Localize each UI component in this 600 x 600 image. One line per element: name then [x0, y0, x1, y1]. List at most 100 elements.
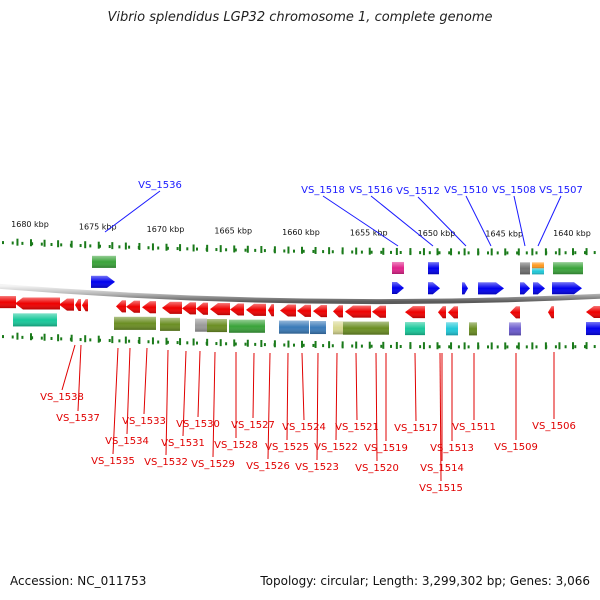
major-tick — [151, 243, 154, 251]
scale-label: 1680 kbp — [11, 220, 49, 229]
gene-shading — [428, 282, 440, 295]
major-tick — [368, 247, 371, 255]
major-tick — [355, 247, 358, 255]
minor-tick — [496, 345, 499, 349]
forward-leader-line — [417, 196, 467, 247]
minor-tick — [380, 250, 383, 254]
minor-tick — [467, 345, 470, 349]
scale-label: 1670 kbp — [147, 225, 185, 234]
reverse-gene-label: VS_1514 — [420, 463, 464, 474]
gene-shading — [59, 298, 74, 311]
minor-tick — [215, 342, 218, 346]
reverse-leader-line — [355, 352, 358, 421]
minor-tick — [506, 251, 509, 255]
minor-tick — [428, 251, 431, 255]
minor-tick — [40, 336, 43, 340]
major-tick — [273, 246, 276, 254]
reverse-gene-label: VS_1531 — [161, 438, 205, 449]
scale-labels: 1680 kbp 1675 kbp 1670 kbp 1665 kbp 1660 kbp… — [11, 220, 591, 238]
minor-tick — [196, 247, 198, 251]
forward-gene-label: VS_1536 — [138, 180, 182, 191]
gene-shading — [142, 301, 156, 314]
reverse-leader-line — [165, 349, 169, 456]
major-tick — [436, 342, 439, 350]
scale-label: 1650 kbp — [418, 229, 456, 238]
forward-gene-label: VS_1507 — [539, 185, 583, 196]
forward-gene-label: VS_1508 — [492, 185, 536, 196]
major-tick — [341, 341, 344, 349]
forward-gene-label: VS_1510 — [444, 185, 488, 196]
scale-label: 1675 kbp — [79, 223, 117, 232]
forward-leader-line — [322, 195, 399, 247]
reverse-leader-line — [252, 352, 255, 419]
major-tick — [57, 334, 60, 342]
minor-tick — [322, 250, 325, 254]
minor-tick — [564, 251, 567, 255]
reverse-leader-line — [286, 352, 289, 441]
cog-shading — [469, 322, 477, 336]
major-tick — [233, 339, 236, 347]
major-tick — [273, 340, 276, 348]
cog-shading — [520, 262, 530, 275]
minor-tick — [50, 242, 53, 246]
reverse-gene-label: VS_1525 — [265, 442, 309, 453]
scale-label: 1645 kbp — [485, 229, 523, 238]
major-tick — [43, 333, 46, 341]
gene-shading — [462, 282, 468, 295]
cog-shading — [343, 321, 389, 335]
minor-tick — [128, 339, 131, 343]
major-tick — [165, 337, 168, 345]
minor-tick — [360, 250, 363, 254]
minor-tick — [186, 247, 189, 251]
minor-tick — [535, 251, 538, 255]
reverse-leader-line — [335, 352, 338, 441]
major-tick — [124, 242, 127, 250]
reverse-gene-label: VS_1519 — [364, 443, 408, 454]
minor-tick — [225, 248, 228, 252]
gene-shading — [230, 303, 244, 316]
major-tick — [301, 246, 303, 254]
minor-tick — [535, 345, 538, 349]
reverse-leader-line — [316, 352, 319, 461]
reverse-leader-line — [212, 351, 216, 458]
minor-tick — [419, 345, 422, 349]
major-tick — [233, 245, 236, 253]
minor-tick — [234, 248, 237, 252]
major-tick — [179, 338, 182, 346]
gene-shading — [372, 305, 386, 318]
major-tick — [124, 336, 127, 344]
scale-label: 1665 kbp — [214, 226, 252, 235]
major-tick — [314, 246, 317, 254]
major-tick — [409, 248, 412, 256]
major-tick — [16, 332, 19, 340]
gene-shading — [448, 306, 458, 319]
reverse-gene-label: VS_1529 — [191, 459, 235, 470]
minor-tick — [390, 250, 392, 254]
gene-shading — [313, 305, 327, 318]
minor-tick — [312, 343, 315, 347]
minor-tick — [331, 250, 334, 254]
major-tick — [477, 248, 480, 256]
minor-tick — [254, 342, 257, 346]
major-tick — [111, 336, 114, 344]
major-tick — [450, 342, 453, 350]
major-tick — [422, 248, 425, 256]
major-tick — [192, 338, 195, 346]
minor-tick — [31, 336, 34, 340]
reverse-gene-label: VS_1534 — [105, 436, 149, 447]
cog-shading — [392, 261, 404, 274]
minor-tick — [390, 344, 392, 348]
gene-shading — [210, 303, 230, 316]
reverse-gene-label: VS_1530 — [176, 419, 220, 430]
minor-tick — [283, 343, 286, 347]
minor-tick — [302, 343, 305, 347]
minor-tick — [525, 345, 528, 349]
minor-tick — [506, 345, 509, 349]
scale-label: 1640 kbp — [553, 229, 591, 238]
gene-shading — [182, 302, 196, 315]
minor-tick — [176, 247, 179, 251]
gene-shading — [82, 299, 88, 312]
minor-tick — [487, 345, 489, 349]
minor-tick — [89, 244, 92, 248]
major-tick — [43, 239, 46, 247]
